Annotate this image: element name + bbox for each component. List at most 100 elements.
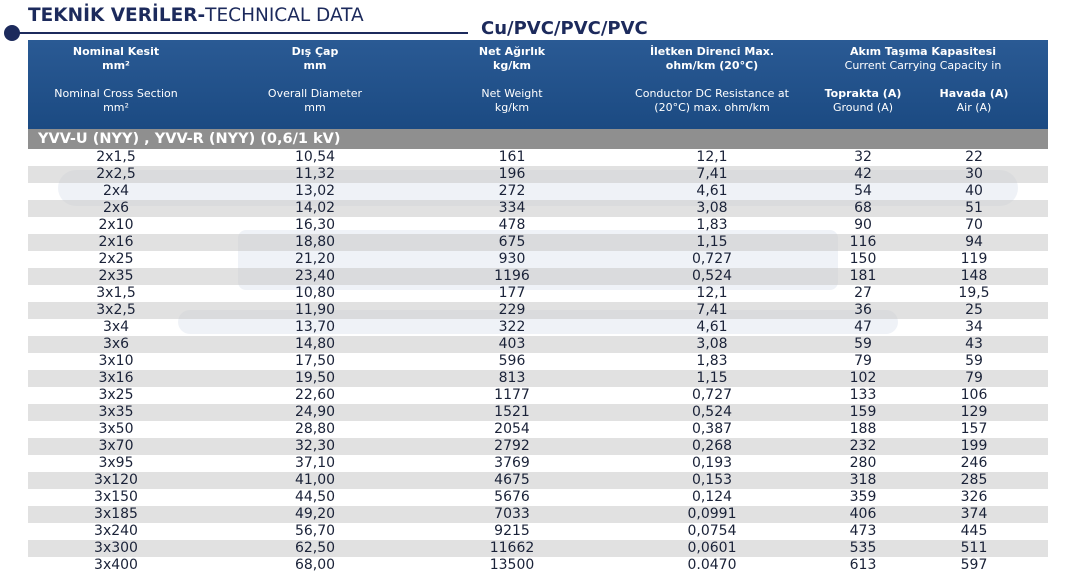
cell-net-weight: 813 [498,370,526,386]
cell-overall-diameter: 21,20 [294,251,336,267]
table-row: 2x4 13,02 272 4,61 54 40 [28,183,1048,200]
cell-air-capacity: 246 [960,455,988,471]
table-row: 3x25 22,60 1177 0,727 133 106 [28,387,1048,404]
cell-conductor-resistance: 7,41 [696,166,728,182]
cell-ground-capacity: 473 [849,523,877,539]
header-label: Dış Çap [291,45,339,58]
cell-ground-capacity: 406 [849,506,877,522]
header-unit: kg/km [493,59,531,72]
cell-air-capacity: 43 [965,336,983,352]
table-row: 3x185 49,20 7033 0,0991 406 374 [28,506,1048,523]
cell-nominal-section: 3x16 [98,370,134,386]
table-row: 3x120 41,00 4675 0,153 318 285 [28,472,1048,489]
cell-air-capacity: 285 [960,472,988,488]
cell-nominal-section: 3x4 [102,319,130,335]
table-row: 3x400 68,00 13500 0.0470 613 597 [28,557,1048,574]
table-row: 2x10 16,30 478 1,83 90 70 [28,217,1048,234]
cell-overall-diameter: 13,02 [294,183,336,199]
cell-overall-diameter: 19,50 [294,370,336,386]
table-header: Nominal Kesit mm² Nominal Cross Section … [28,40,1048,129]
cell-air-capacity: 326 [960,489,988,505]
data-table: 2x1,5 10,54 161 12,1 32 22 2x2,5 11,32 196 7,41 42… [28,149,1048,574]
cell-net-weight: 322 [498,319,526,335]
title-underline [18,31,468,34]
cell-air-capacity: 511 [960,540,988,556]
cell-conductor-resistance: 0,193 [691,455,733,471]
table-row: 3x2,5 11,90 229 7,41 36 25 [28,302,1048,319]
table-row: 2x1,5 10,54 161 12,1 32 22 [28,149,1048,166]
cell-nominal-section: 2x35 [98,268,134,284]
cell-overall-diameter: 10,80 [294,285,336,301]
cell-conductor-resistance: 0,0601 [687,540,737,556]
cell-net-weight: 1521 [494,404,530,420]
cell-overall-diameter: 68,00 [294,557,336,573]
cell-overall-diameter: 44,50 [294,489,336,505]
cell-ground-capacity: 27 [854,285,872,301]
cell-nominal-section: 2x1,5 [96,149,136,165]
cell-air-capacity: 106 [960,387,988,403]
cell-overall-diameter: 28,80 [294,421,336,437]
cell-conductor-resistance: 0,727 [691,251,733,267]
cell-net-weight: 13500 [489,557,535,573]
header-conductor-resistance: İletken Direnci Max. ohm/km (20°C) Condu… [614,40,810,129]
cell-net-weight: 403 [498,336,526,352]
page-title: TEKNİK VERİLER-TECHNICAL DATA [28,4,364,28]
cable-type-section: YVV-U (NYY) , YVV-R (NYY) (0,6/1 kV) [28,129,1048,149]
table-row: 3x70 32,30 2792 0,268 232 199 [28,438,1048,455]
header-net-weight: Net Ağırlık kg/km Net Weight kg/km [458,40,566,129]
cell-conductor-resistance: 0,268 [691,438,733,454]
cell-ground-capacity: 116 [849,234,877,250]
header-label: Net Ağırlık [478,45,546,58]
cell-air-capacity: 157 [960,421,988,437]
cell-ground-capacity: 68 [854,200,872,216]
cell-conductor-resistance: 0,153 [691,472,733,488]
cell-nominal-section: 3x95 [98,455,134,471]
table-row: 3x150 44,50 5676 0,124 359 326 [28,489,1048,506]
table-row: 2x16 18,80 675 1,15 116 94 [28,234,1048,251]
header-label: Conductor DC Resistance at [635,87,789,100]
cell-nominal-section: 3x240 [94,523,138,539]
cell-air-capacity: 129 [960,404,988,420]
cell-conductor-resistance: 0.0470 [687,557,737,573]
cell-air-capacity: 148 [960,268,988,284]
cell-net-weight: 229 [498,302,526,318]
cell-air-capacity: 59 [965,353,983,369]
cell-conductor-resistance: 1,15 [696,370,728,386]
header-label: Havada (A) [939,87,1009,100]
cell-nominal-section: 3x185 [94,506,138,522]
cell-ground-capacity: 133 [849,387,877,403]
cell-overall-diameter: 41,00 [294,472,336,488]
cell-nominal-section: 3x50 [98,421,134,437]
cell-ground-capacity: 613 [849,557,877,573]
cell-air-capacity: 374 [960,506,988,522]
cell-nominal-section: 3x400 [94,557,138,573]
cell-ground-capacity: 232 [849,438,877,454]
table-row: 3x10 17,50 596 1,83 79 59 [28,353,1048,370]
header-unit: ohm/km (20°C) [665,59,759,72]
cell-net-weight: 272 [498,183,526,199]
header-label: Ground (A) [832,101,894,114]
cell-nominal-section: 3x6 [102,336,130,352]
cell-conductor-resistance: 1,83 [696,353,728,369]
header-unit: mm [303,59,327,72]
cell-conductor-resistance: 12,1 [696,149,728,165]
cell-overall-diameter: 37,10 [294,455,336,471]
cell-overall-diameter: 16,30 [294,217,336,233]
cell-ground-capacity: 150 [849,251,877,267]
table-row: 3x1,5 10,80 177 12,1 27 19,5 [28,285,1048,302]
table-row: 3x4 13,70 322 4,61 47 34 [28,319,1048,336]
cell-conductor-resistance: 0,524 [691,404,733,420]
header-label: Nominal Kesit [72,45,160,58]
table-row: 3x300 62,50 11662 0,0601 535 511 [28,540,1048,557]
cell-overall-diameter: 14,02 [294,200,336,216]
cell-overall-diameter: 62,50 [294,540,336,556]
cell-ground-capacity: 47 [854,319,872,335]
cell-net-weight: 3769 [494,455,530,471]
cell-overall-diameter: 18,80 [294,234,336,250]
cell-nominal-section: 2x6 [102,200,130,216]
cell-air-capacity: 119 [960,251,988,267]
cell-overall-diameter: 23,40 [294,268,336,284]
cell-overall-diameter: 14,80 [294,336,336,352]
cell-nominal-section: 3x120 [94,472,138,488]
page-title-english: TECHNICAL DATA [205,5,364,26]
